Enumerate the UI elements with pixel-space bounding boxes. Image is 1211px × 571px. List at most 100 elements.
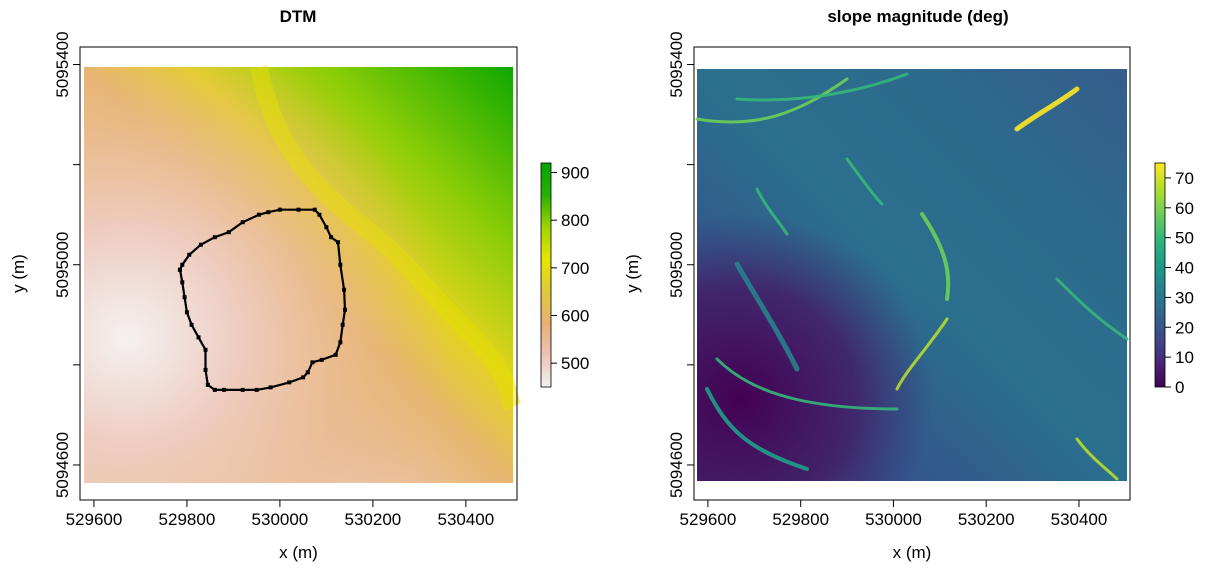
raster xyxy=(695,69,1129,481)
raster-streak xyxy=(1075,437,1119,481)
polygon-vertex xyxy=(254,387,259,392)
colorbar-tick-label: 50 xyxy=(1175,229,1194,248)
polygon-vertex xyxy=(342,307,347,312)
polygon-vertices xyxy=(177,207,347,392)
x-axis-label: x (m) xyxy=(893,543,932,562)
polygon-vertex xyxy=(184,310,189,315)
raster-ridge xyxy=(250,65,522,411)
polygon-vertex xyxy=(240,220,245,225)
raster-streak xyxy=(715,357,899,411)
y-axis-label: y (m) xyxy=(9,254,28,293)
raster xyxy=(84,65,522,483)
polygon-vertex xyxy=(338,262,343,267)
polygon-vertex xyxy=(180,280,185,285)
polygon-vertex xyxy=(305,370,310,375)
colorbar-tick-label: 600 xyxy=(561,307,589,326)
x-tick-label: 529600 xyxy=(680,510,737,529)
x-tick-label: 530200 xyxy=(345,510,402,529)
polygon-vertex xyxy=(324,225,329,230)
x-tick-label: 530400 xyxy=(437,510,494,529)
polygon-vertex xyxy=(189,322,194,327)
raster-shade xyxy=(697,69,1127,481)
raster-streak xyxy=(735,72,909,102)
x-tick-label: 529800 xyxy=(159,510,216,529)
polygon-vertex xyxy=(310,360,315,365)
colorbar-tick-label: 40 xyxy=(1175,259,1194,278)
colorbar-tick-label: 30 xyxy=(1175,288,1194,307)
polygon-vertex xyxy=(317,212,322,217)
raster-streak xyxy=(755,187,789,236)
polygon-vertex xyxy=(177,267,182,272)
y-tick-label: 5094600 xyxy=(667,432,686,498)
polygon-vertex xyxy=(301,375,306,380)
polygon-vertex xyxy=(226,230,231,235)
polygon-vertex xyxy=(182,295,187,300)
polygon-vertex xyxy=(333,352,338,357)
polygon-vertex xyxy=(329,235,334,240)
colorbar-tick-label: 20 xyxy=(1175,318,1194,337)
chart-title: slope magnitude (deg) xyxy=(827,7,1008,26)
raster-streak xyxy=(1055,277,1129,341)
colorbar-tick-label: 500 xyxy=(561,354,589,373)
polygon-vertex xyxy=(198,242,203,247)
y-tick-label: 5095400 xyxy=(667,31,686,97)
raster-streak xyxy=(695,77,849,124)
plot-frame xyxy=(79,46,518,501)
colorbar-tick-label: 10 xyxy=(1175,348,1194,367)
polygon-vertex xyxy=(256,212,261,217)
polygon-vertex xyxy=(287,380,292,385)
dtm-panel: DTM 529600 529800 530000 530200 530400 x (m) 50… xyxy=(9,7,589,562)
colorbar xyxy=(1154,162,1166,388)
polygon-vertex xyxy=(340,322,345,327)
polygon-vertex xyxy=(336,240,341,245)
polygon-vertex xyxy=(196,335,201,340)
y-tick-label: 5095000 xyxy=(53,232,72,298)
x-tick-label: 530400 xyxy=(1051,510,1108,529)
raster-shade xyxy=(84,67,513,483)
y-tick-label: 5094600 xyxy=(53,432,72,498)
x-tick-label: 529800 xyxy=(772,510,829,529)
colorbar-tick-label: 60 xyxy=(1175,199,1194,218)
polygon-vertex xyxy=(266,210,271,215)
y-tick-label: 5095400 xyxy=(53,31,72,97)
x-axis-label: x (m) xyxy=(279,543,318,562)
colorbar-tick-label: 700 xyxy=(561,259,589,278)
chart-title: DTM xyxy=(280,7,317,26)
polygon-vertex xyxy=(205,382,210,387)
y-tick-label: 5095000 xyxy=(667,232,686,298)
polygon-vertex xyxy=(240,387,245,392)
x-tick-label: 530000 xyxy=(865,510,922,529)
raster-streak xyxy=(734,261,800,372)
polygon-vertex xyxy=(342,287,347,292)
y-axis-label: y (m) xyxy=(623,254,642,293)
colorbar-tick-label: 70 xyxy=(1175,169,1194,188)
polygon-vertex xyxy=(187,252,192,257)
polygon-vertex xyxy=(296,207,301,212)
raster-streak xyxy=(920,212,951,301)
slope-panel: slope magnitude (deg) 529600 529800 530000 5… xyxy=(623,7,1194,562)
polygon-vertex xyxy=(319,357,324,362)
raster-streak xyxy=(1014,86,1080,132)
colorbar-tick-label: 800 xyxy=(561,211,589,230)
polygon-vertex xyxy=(212,235,217,240)
polygon-vertex xyxy=(268,385,273,390)
raster-streak xyxy=(845,157,884,206)
polygon-vertex xyxy=(203,347,208,352)
raster-streak xyxy=(895,317,949,391)
colorbar-tick-label: 0 xyxy=(1175,378,1184,397)
colorbar xyxy=(540,162,552,388)
plot-frame xyxy=(693,46,1131,501)
polygon-vertex xyxy=(277,207,282,212)
raster-streak xyxy=(705,387,809,471)
x-tick-label: 530000 xyxy=(252,510,309,529)
polygon-vertex xyxy=(212,387,217,392)
polygon-vertex xyxy=(203,367,208,372)
colorbar-tick-label: 900 xyxy=(561,164,589,183)
polygon-vertex xyxy=(180,262,185,267)
polygon-vertex xyxy=(312,207,317,212)
polygon-vertex xyxy=(338,340,343,345)
x-tick-label: 530200 xyxy=(958,510,1015,529)
x-tick-label: 529600 xyxy=(66,510,123,529)
polygon-vertex xyxy=(222,387,227,392)
